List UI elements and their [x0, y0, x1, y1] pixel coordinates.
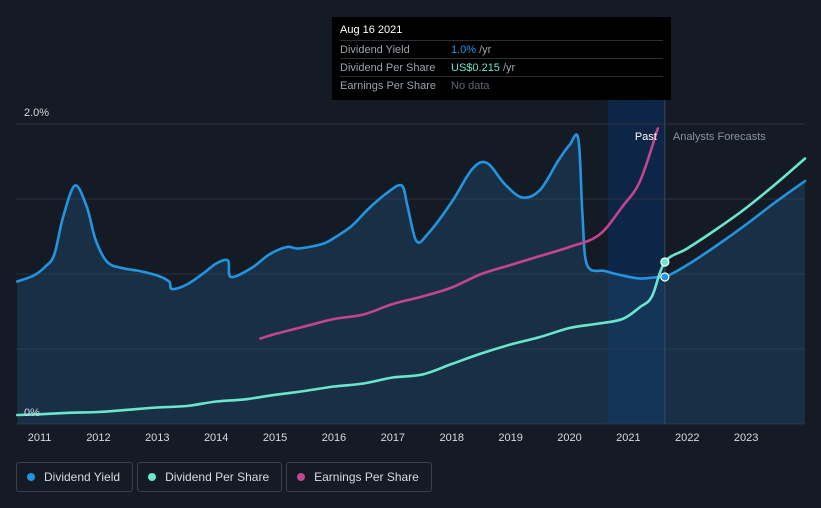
x-tick-label: 2013: [145, 432, 169, 444]
forecast-highlight-band: [607, 100, 665, 424]
hover-marker: [660, 272, 670, 282]
x-tick-label: 2014: [204, 432, 228, 444]
legend-label: Earnings Per Share: [314, 470, 419, 484]
x-tick-label: 2012: [86, 432, 110, 444]
x-tick-label: 2016: [322, 432, 346, 444]
dividend-yield-area: [17, 134, 805, 425]
legend-item-dividend-yield[interactable]: Dividend Yield: [16, 462, 134, 492]
tooltip-row-dividend-yield: Dividend Yield 1.0% /yr: [340, 40, 663, 58]
fill-layer: [17, 134, 805, 425]
tooltip-label: Dividend Yield: [340, 43, 410, 56]
legend-item-earnings-per-share[interactable]: Earnings Per Share: [286, 462, 432, 492]
x-tick-label: 2011: [28, 432, 52, 444]
hover-markers: [660, 257, 670, 282]
x-tick-label: 2017: [381, 432, 405, 444]
earnings-per-share-line: [259, 127, 660, 340]
hover-marker: [660, 257, 670, 267]
dividend-yield-line: [15, 133, 807, 291]
hover-tooltip: Aug 16 2021 Dividend Yield 1.0% /yr Divi…: [332, 17, 671, 100]
legend-dot-icon: [27, 473, 35, 481]
x-tick-label: 2023: [734, 432, 758, 444]
tooltip-label: Dividend Per Share: [340, 61, 436, 74]
y-tick-label: 2.0%: [24, 107, 49, 119]
x-tick-label: 2019: [498, 432, 522, 444]
tooltip-value: 1.0%: [451, 43, 477, 56]
tooltip-date: Aug 16 2021: [340, 24, 403, 36]
tooltip-row-earnings-per-share: Earnings Per Share No data: [340, 76, 663, 94]
x-tick-label: 2021: [616, 432, 640, 444]
legend-label: Dividend Yield: [44, 470, 121, 484]
forecast-label: Analysts Forecasts: [673, 131, 766, 143]
tooltip-unit: /yr: [479, 43, 492, 56]
legend-item-dividend-per-share[interactable]: Dividend Per Share: [137, 462, 283, 492]
x-axis-ticks: 2011 2012 2013 2014 2015 2016 2017 2018 2019 2020…: [28, 432, 759, 444]
legend-label: Dividend Per Share: [165, 470, 270, 484]
chart-legend: Dividend Yield Dividend Per Share Earnin…: [16, 462, 432, 492]
tooltip-value: No data: [451, 79, 490, 92]
tooltip-value: US$0.215: [451, 61, 500, 74]
tooltip-unit: /yr: [502, 61, 516, 74]
tooltip-row-dividend-per-share: Dividend Per Share US$0.215 /yr: [340, 58, 663, 76]
x-tick-label: 2022: [675, 432, 699, 444]
past-label: Past: [635, 131, 657, 143]
y-tick-label: 0%: [24, 407, 40, 419]
x-tick-label: 2018: [439, 432, 463, 444]
x-tick-label: 2020: [557, 432, 581, 444]
x-tick-label: 2015: [263, 432, 287, 444]
tooltip-label: Earnings Per Share: [340, 79, 436, 92]
legend-dot-icon: [148, 473, 157, 481]
legend-dot-icon: [297, 473, 306, 481]
